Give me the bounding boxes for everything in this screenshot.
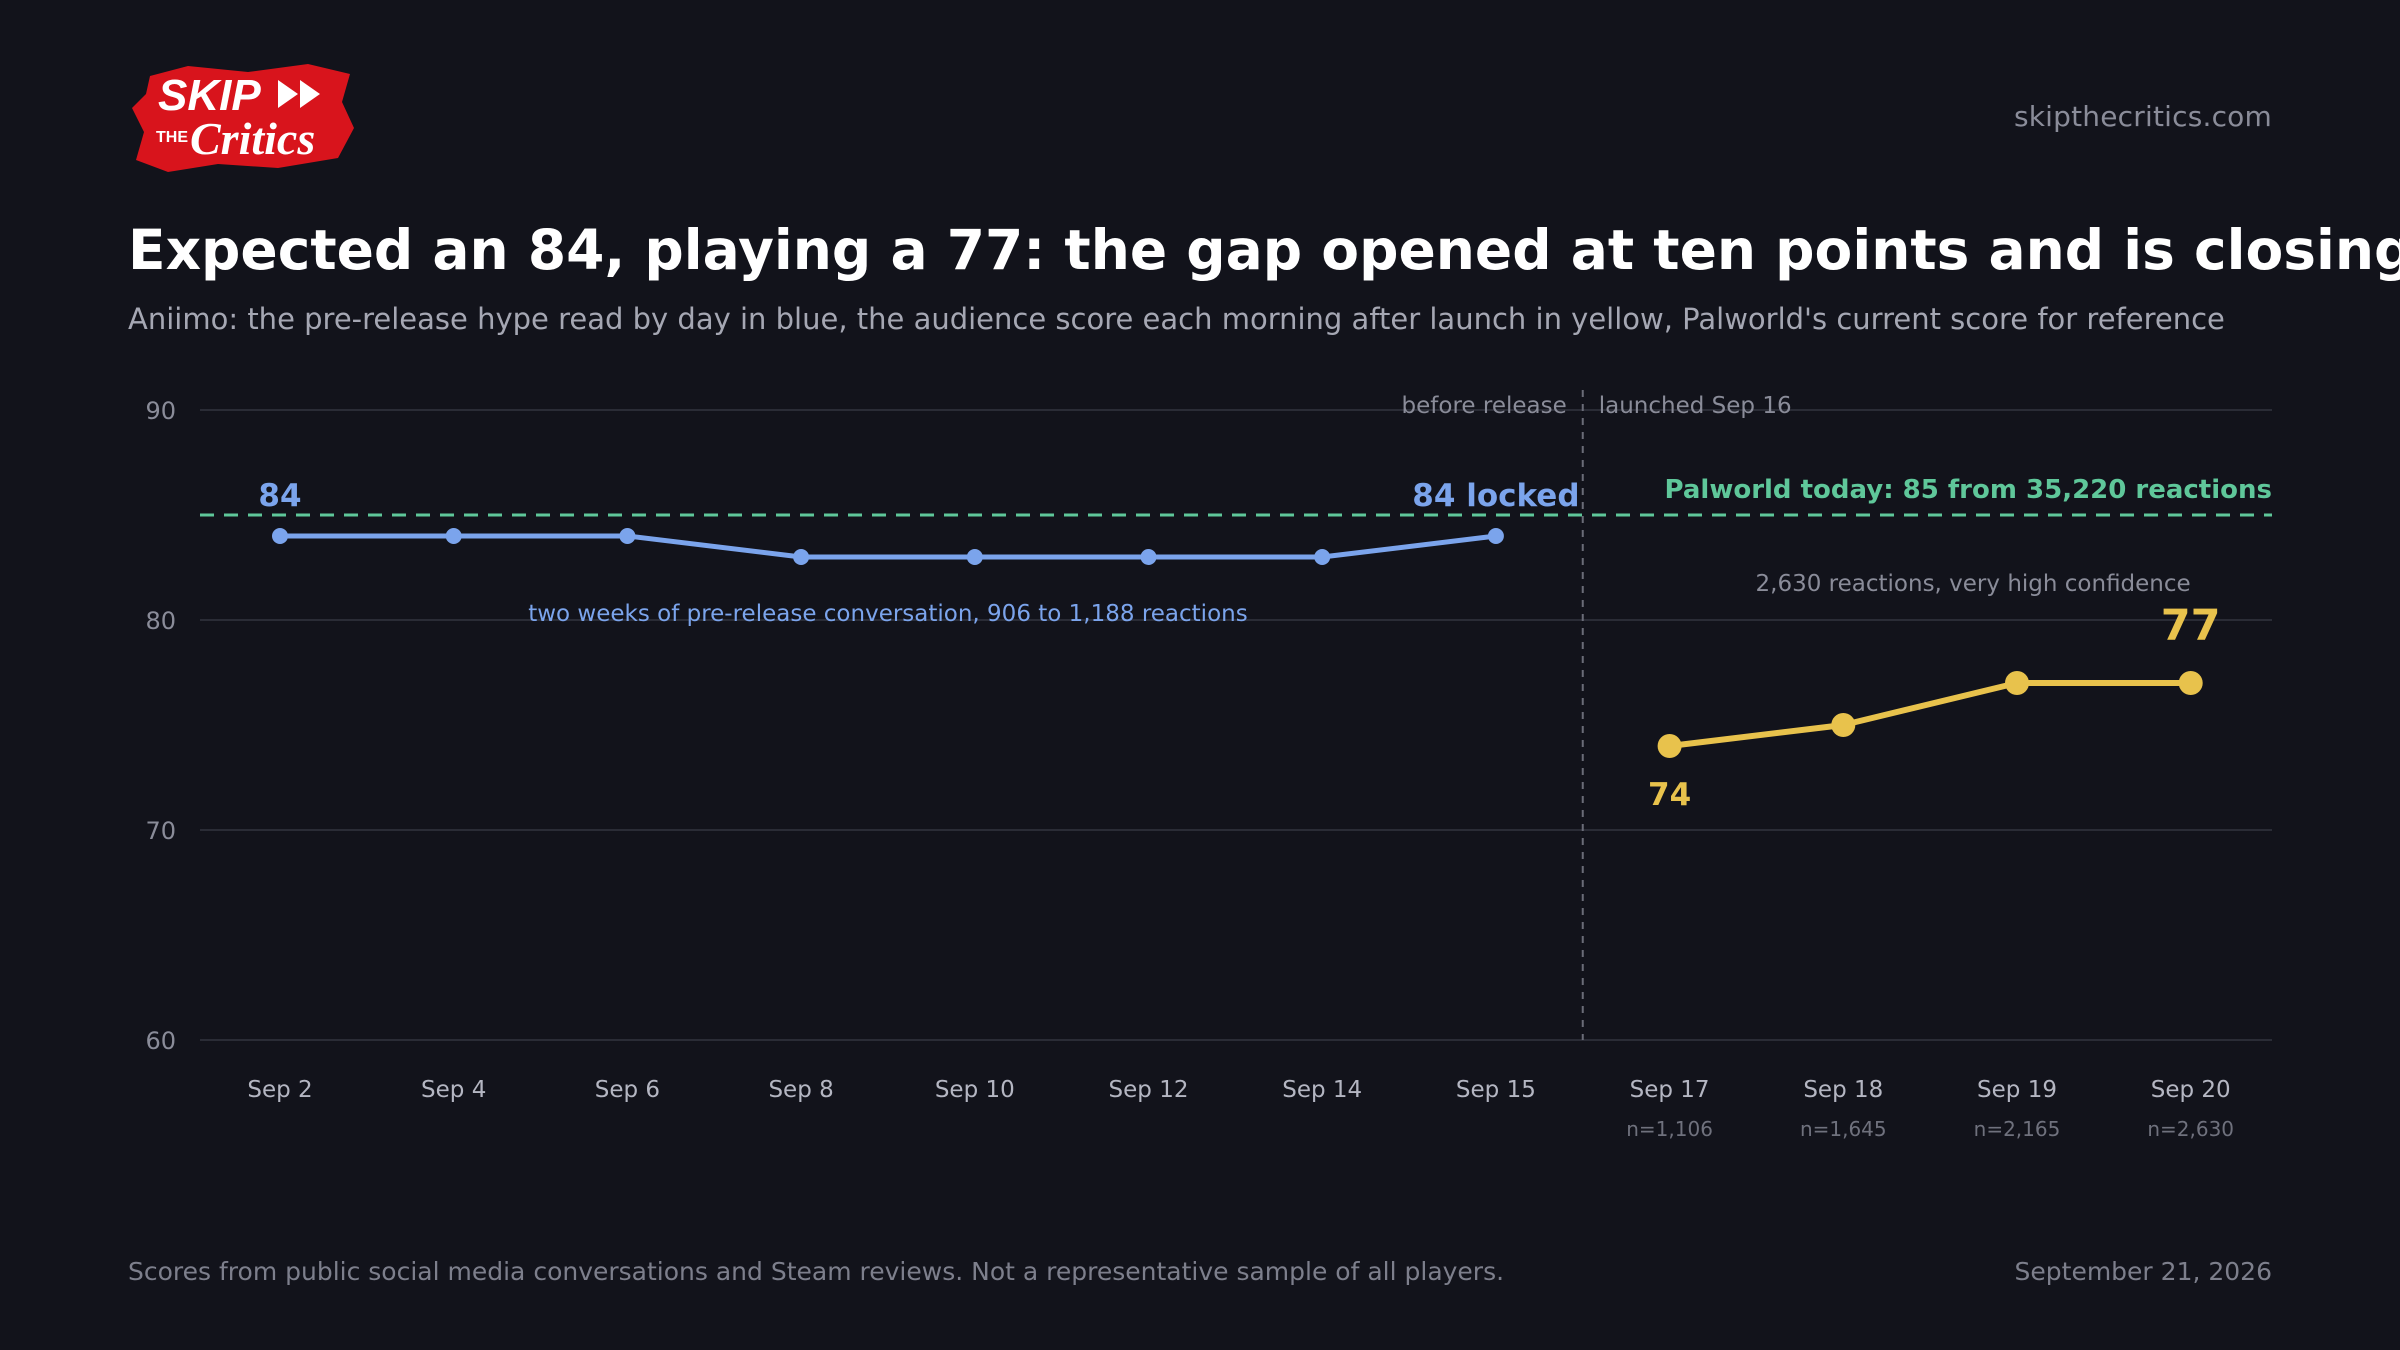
- prerelease-point: [1487, 528, 1504, 544]
- x-tick-label: Sep 4: [421, 1077, 486, 1103]
- prerelease-point: [1140, 549, 1157, 565]
- prerelease-point: [619, 528, 636, 544]
- postlaunch-series-line: [1669, 680, 2191, 749]
- x-tick-label: Sep 15: [1456, 1077, 1536, 1103]
- launch-value-label: 74: [1648, 777, 1691, 813]
- prerelease-point: [272, 528, 288, 544]
- postlaunch-point: [1657, 734, 1682, 758]
- x-tick-label: Sep 10: [935, 1077, 1015, 1103]
- palworld-reference-label: Palworld today: 85 from 35,220 reactions: [1665, 475, 2273, 505]
- x-tick-label: Sep 8: [768, 1077, 833, 1103]
- chart-title: Expected an 84, playing a 77: the gap op…: [128, 218, 2400, 282]
- first-value-label: 84: [258, 478, 301, 514]
- prerelease-point: [793, 549, 810, 565]
- prerelease-point: [445, 528, 462, 544]
- site-url[interactable]: skipthecritics.com: [2013, 100, 2272, 133]
- postlaunch-point: [1831, 713, 1856, 737]
- x-tick-label: Sep 18: [1803, 1077, 1883, 1103]
- prerelease-point: [966, 549, 983, 565]
- prerelease-note: two weeks of pre-release conversation, 9…: [528, 601, 1248, 627]
- chart-subtitle: Aniimo: the pre-release hype read by day…: [128, 302, 2225, 336]
- x-tick-label: Sep 19: [1977, 1077, 2057, 1103]
- logo-skip-text: SKIP: [158, 71, 261, 120]
- footnote: Scores from public social media conversa…: [128, 1257, 1505, 1286]
- logo-the-text: THE: [156, 129, 188, 146]
- prerelease-series-line: [280, 533, 1497, 560]
- postlaunch-point: [2178, 671, 2203, 695]
- x-tick-label: Sep 14: [1282, 1077, 1362, 1103]
- x-tick-label: Sep 12: [1109, 1077, 1189, 1103]
- sample-size-label: n=1,106: [1626, 1117, 1713, 1141]
- x-tick-label: Sep 17: [1630, 1077, 1710, 1103]
- logo-brush-background: [132, 64, 354, 172]
- sample-size-label: n=1,645: [1800, 1117, 1887, 1141]
- sample-size-label: n=2,630: [2147, 1117, 2234, 1141]
- y-tick-label: 60: [145, 1027, 176, 1055]
- x-tick-label: Sep 6: [595, 1077, 660, 1103]
- logo-fast-forward-icon: [278, 80, 320, 108]
- y-tick-label: 70: [145, 817, 176, 845]
- latest-value-label: 77: [2161, 601, 2221, 651]
- skip-the-critics-logo: SKIP THE Critics: [132, 64, 354, 172]
- before-release-label: before release: [1402, 393, 1567, 419]
- launched-label: launched Sep 16: [1599, 393, 1792, 419]
- y-tick-label: 90: [145, 397, 176, 425]
- latest-confidence-note: 2,630 reactions, very high confidence: [1756, 571, 2191, 597]
- locked-value-label: 84 locked: [1412, 478, 1579, 514]
- x-tick-label: Sep 20: [2151, 1077, 2231, 1103]
- logo-critics-text: Critics: [190, 113, 315, 164]
- postlaunch-point: [2005, 671, 2029, 695]
- x-tick-label: Sep 2: [247, 1077, 312, 1103]
- publish-date: September 21, 2026: [2014, 1257, 2272, 1286]
- sample-size-label: n=2,165: [1974, 1117, 2061, 1141]
- y-tick-label: 80: [145, 607, 176, 635]
- prerelease-point: [1314, 549, 1331, 565]
